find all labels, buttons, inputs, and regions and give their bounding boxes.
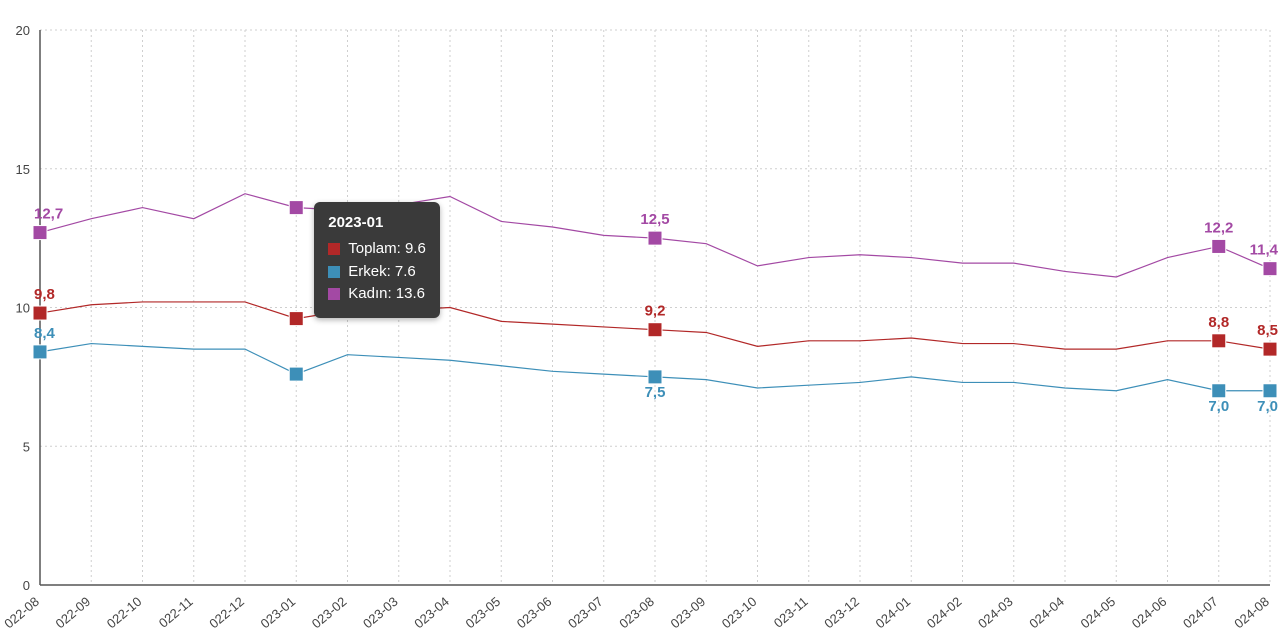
marker-erkek[interactable] <box>33 345 47 359</box>
y-tick-label: 0 <box>23 578 30 593</box>
data-label-kadin: 12,7 <box>34 206 63 223</box>
data-label-erkek: 7,0 <box>1208 398 1229 415</box>
chart-container: 05101520022-08022-09022-10022-11022-1202… <box>0 0 1280 640</box>
marker-toplam[interactable] <box>1263 342 1277 356</box>
data-label-erkek: 7,0 <box>1257 398 1278 415</box>
data-label-toplam: 8,5 <box>1257 322 1278 339</box>
data-label-toplam: 9,8 <box>34 286 55 303</box>
marker-kadin[interactable] <box>33 226 47 240</box>
marker-toplam[interactable] <box>1212 334 1226 348</box>
marker-erkek[interactable] <box>1263 384 1277 398</box>
marker-toplam[interactable] <box>289 312 303 326</box>
data-label-kadin: 12,5 <box>640 211 669 228</box>
data-label-kadin: 11,4 <box>1250 242 1279 259</box>
chart-svg[interactable]: 05101520022-08022-09022-10022-11022-1202… <box>0 0 1280 640</box>
y-tick-label: 15 <box>16 162 30 177</box>
data-label-erkek: 8,4 <box>34 325 56 342</box>
y-tick-label: 10 <box>16 301 30 316</box>
marker-toplam[interactable] <box>648 323 662 337</box>
data-label-toplam: 8,8 <box>1208 314 1229 331</box>
marker-kadin[interactable] <box>648 231 662 245</box>
marker-erkek[interactable] <box>289 367 303 381</box>
data-label-toplam: 9,2 <box>645 303 666 320</box>
marker-erkek[interactable] <box>1212 384 1226 398</box>
marker-kadin[interactable] <box>1263 262 1277 276</box>
y-tick-label: 5 <box>23 439 30 454</box>
marker-toplam[interactable] <box>33 306 47 320</box>
marker-kadin[interactable] <box>1212 239 1226 253</box>
marker-erkek[interactable] <box>648 370 662 384</box>
data-label-kadin: 12,2 <box>1204 219 1233 236</box>
y-tick-label: 20 <box>16 23 30 38</box>
data-label-erkek: 7,5 <box>645 384 666 401</box>
marker-kadin[interactable] <box>289 201 303 215</box>
